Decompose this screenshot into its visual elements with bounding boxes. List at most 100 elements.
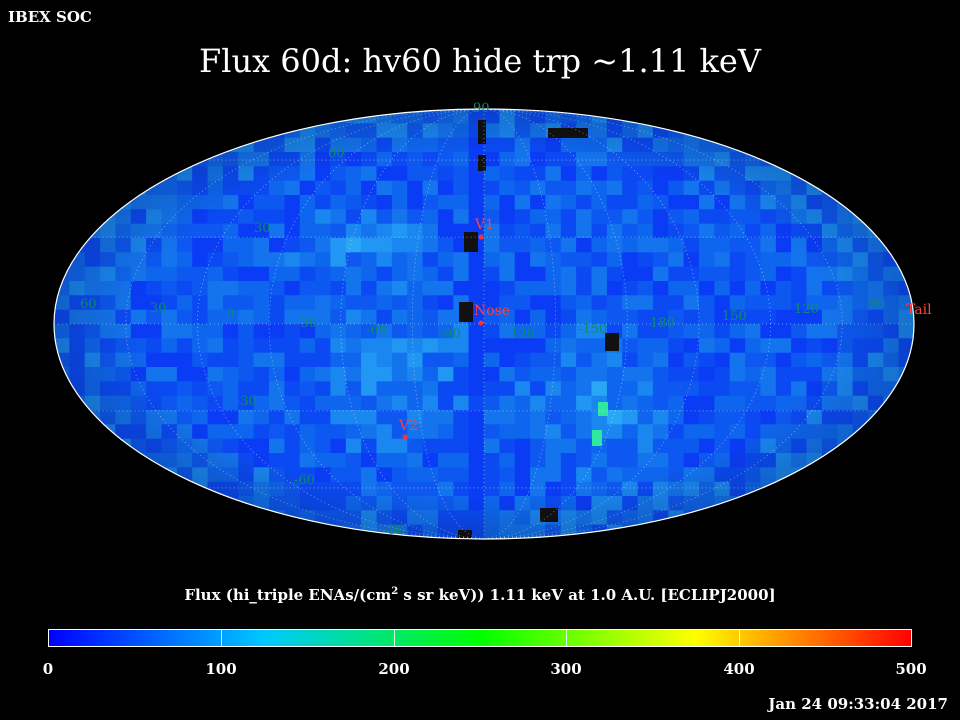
flux-pixel (867, 166, 884, 182)
flux-pixel (760, 496, 777, 511)
flux-pixel (176, 496, 193, 511)
flux-pixel (821, 123, 838, 139)
flux-pixel (69, 467, 86, 483)
flux-pixel (852, 453, 869, 468)
flux-pixel (745, 510, 762, 526)
flux-pixel (883, 137, 900, 153)
v1-marker (478, 234, 484, 240)
flux-pixel (806, 496, 823, 511)
flux-pixel (837, 180, 854, 196)
lon-label: 180 (650, 316, 675, 331)
flux-pixel (222, 524, 239, 539)
flux-pixel (867, 467, 884, 483)
flux-pixel (898, 152, 914, 167)
flux-pixel (883, 109, 900, 124)
colorbar-tick (393, 630, 395, 646)
flux-pixel (84, 438, 101, 454)
flux-pixel (791, 123, 808, 139)
flux-pixel (867, 481, 884, 497)
flux-pixel (898, 381, 914, 397)
flux-pixel (806, 510, 823, 526)
flux-pixel (898, 137, 914, 153)
tail-label: Tail (906, 302, 932, 318)
flux-pixel (683, 524, 700, 539)
flux-pixel (883, 467, 900, 483)
flux-pixel (775, 524, 792, 539)
flux-pixel (883, 209, 900, 225)
flux-pixel (69, 123, 86, 139)
flux-pixel (852, 438, 869, 454)
flux-pixel (222, 510, 239, 526)
flux-pixel (84, 481, 101, 497)
flux-pixel (806, 524, 823, 539)
flux-pixel (821, 524, 838, 539)
flux-pixel (852, 166, 869, 182)
lon-label: -30 (296, 316, 317, 331)
flux-pixel (729, 524, 746, 539)
flux-pixel (837, 467, 854, 483)
flux-pixel (760, 510, 777, 526)
flux-pixel (821, 481, 838, 497)
flux-pixel (806, 481, 823, 497)
flux-pixel (806, 152, 823, 167)
flux-pixel (54, 467, 70, 483)
lon-label: -60 (366, 323, 387, 338)
flux-pixel (253, 510, 270, 526)
flux-pixel (54, 524, 70, 539)
flux-pixel (898, 481, 914, 497)
lon-label: 60 (80, 297, 97, 312)
flux-pixel (130, 109, 147, 124)
flux-pixel (130, 467, 147, 483)
colorbar-tick (738, 630, 740, 646)
flux-pixel (146, 137, 163, 153)
flux-pixel (84, 137, 101, 153)
flux-pixel (161, 524, 178, 539)
flux-pixel (637, 524, 654, 539)
flux-pixel (54, 424, 70, 440)
flux-pixel (222, 123, 239, 139)
flux-pixel (54, 453, 70, 468)
map-title: Flux 60d: hv60 hide trp ~1.11 keV (199, 42, 761, 80)
v1-label: V1 (474, 217, 494, 233)
flux-pixel (745, 137, 762, 153)
flux-pixel (898, 195, 914, 210)
flux-pixel (806, 123, 823, 139)
flux-pixel (54, 496, 70, 511)
flux-pixel (821, 109, 838, 124)
flux-pixel (54, 381, 70, 397)
flux-pixel (315, 109, 332, 124)
flux-pixel (54, 238, 70, 253)
flux-pixel (852, 510, 869, 526)
flux-pixel (883, 195, 900, 210)
flux-pixel (100, 180, 117, 196)
flux-pixel (898, 180, 914, 196)
flux-pixel (146, 496, 163, 511)
flux-pixel (130, 152, 147, 167)
flux-pixel (867, 424, 884, 440)
timestamp: Jan 24 09:33:04 2017 (768, 695, 948, 713)
flux-pixel (69, 166, 86, 182)
colorbar-tick-label: 400 (723, 660, 755, 678)
flux-pixel (775, 137, 792, 153)
flux-pixel (791, 137, 808, 153)
flux-pixel (837, 524, 854, 539)
flux-pixel (115, 481, 132, 497)
flux-pixel (84, 453, 101, 468)
flux-pixel (852, 481, 869, 497)
colorbar-tick-label: 200 (378, 660, 410, 678)
lat-label: -30 (236, 394, 257, 409)
flux-pixel (130, 524, 147, 539)
flux-pixel (130, 496, 147, 511)
flux-pixel (100, 166, 117, 182)
flux-pixel (760, 123, 777, 139)
flux-pixel (100, 481, 117, 497)
flux-pixel (299, 109, 316, 124)
flux-pixel (238, 109, 255, 124)
v2-label: V2 (398, 418, 418, 434)
flux-pixel (760, 137, 777, 153)
flux-pixel (146, 166, 163, 182)
flux-pixel (100, 152, 117, 167)
flux-pixel (898, 252, 914, 268)
flux-pixel (84, 166, 101, 182)
flux-pixel (69, 424, 86, 440)
